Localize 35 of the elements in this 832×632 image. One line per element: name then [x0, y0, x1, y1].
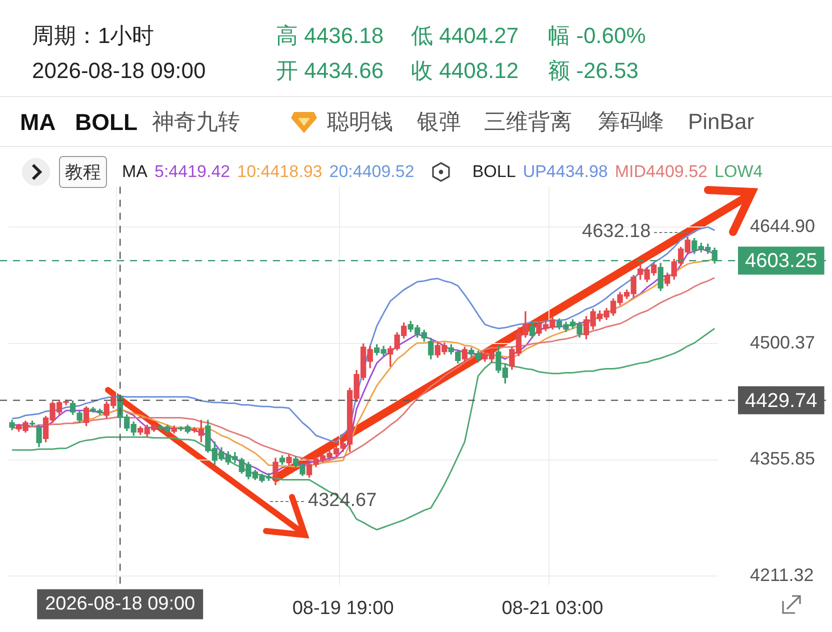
ref-line-label: 4429.74	[745, 390, 818, 412]
text: 筹码峰	[598, 109, 664, 134]
text: 聪明钱	[327, 109, 393, 134]
x-tick-label: 2026-08-18 09:00	[45, 593, 196, 614]
text: LOW4	[714, 162, 763, 182]
text: 2026-08-18 09:00	[32, 58, 206, 83]
y-tick-label: 4500.37	[750, 332, 816, 352]
text: MID4409.52	[614, 162, 708, 182]
text: PinBar	[688, 109, 754, 134]
text: BOLL	[472, 162, 516, 182]
text: 20:4409.52	[329, 162, 414, 182]
text: 银弹	[417, 109, 461, 134]
y-tick-label: 4211.32	[750, 565, 814, 586]
text: 收 4408.12	[411, 58, 519, 83]
text: 高 4436.18	[276, 23, 384, 48]
x-tick-label: 08-21 03:00	[502, 598, 604, 619]
text: 教程	[59, 156, 107, 188]
y-tick-label: 4355.85	[750, 448, 816, 469]
text: MA	[122, 162, 148, 182]
text: 5:4419.42	[154, 162, 230, 182]
annotation: 4632.18	[581, 221, 652, 242]
y-tick-label: 4644.90	[750, 216, 816, 236]
text: 开 4434.66	[276, 58, 384, 83]
text: MA	[20, 109, 56, 135]
text: BOLL	[75, 109, 138, 135]
text: 周期：1小时	[32, 23, 154, 48]
x-tick-label: 08-19 19:00	[292, 598, 394, 619]
text: 三维背离	[484, 109, 572, 134]
text: 幅 -0.60%	[548, 23, 646, 48]
ref-line-label: 4603.25	[745, 250, 818, 272]
text: 神奇九转	[152, 109, 240, 134]
text: UP4434.98	[522, 162, 608, 182]
text: 10:4418.93	[237, 162, 322, 182]
text: 低 4404.27	[411, 23, 519, 48]
text: 额 -26.53	[548, 58, 638, 83]
